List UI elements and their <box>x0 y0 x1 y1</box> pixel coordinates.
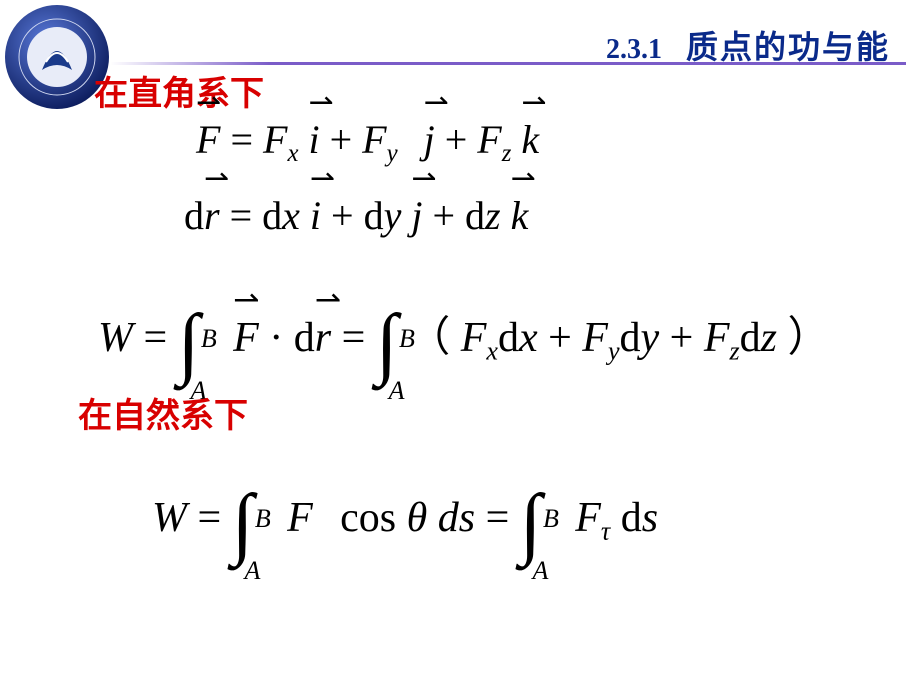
equation-dr-decomposition: d⇀r = dx ⇀i + dy ⇀j + dz ⇀k <box>184 192 528 239</box>
header-underline <box>110 62 906 65</box>
equation-work-cartesian: W = ∫BA ⇀F · d⇀r = ∫BA （ Fxdx + Fydy + F… <box>98 280 830 371</box>
heading-cartesian: 在直角系下 <box>94 66 264 115</box>
heading-natural: 在自然系下 <box>78 388 248 437</box>
equation-work-natural: W = ∫BA F cos θ ds = ∫BA Fτ ds <box>152 460 658 551</box>
equation-force-decomposition: ⇀F = Fx ⇀i + Fy ⇀j + Fz ⇀k <box>196 116 539 168</box>
